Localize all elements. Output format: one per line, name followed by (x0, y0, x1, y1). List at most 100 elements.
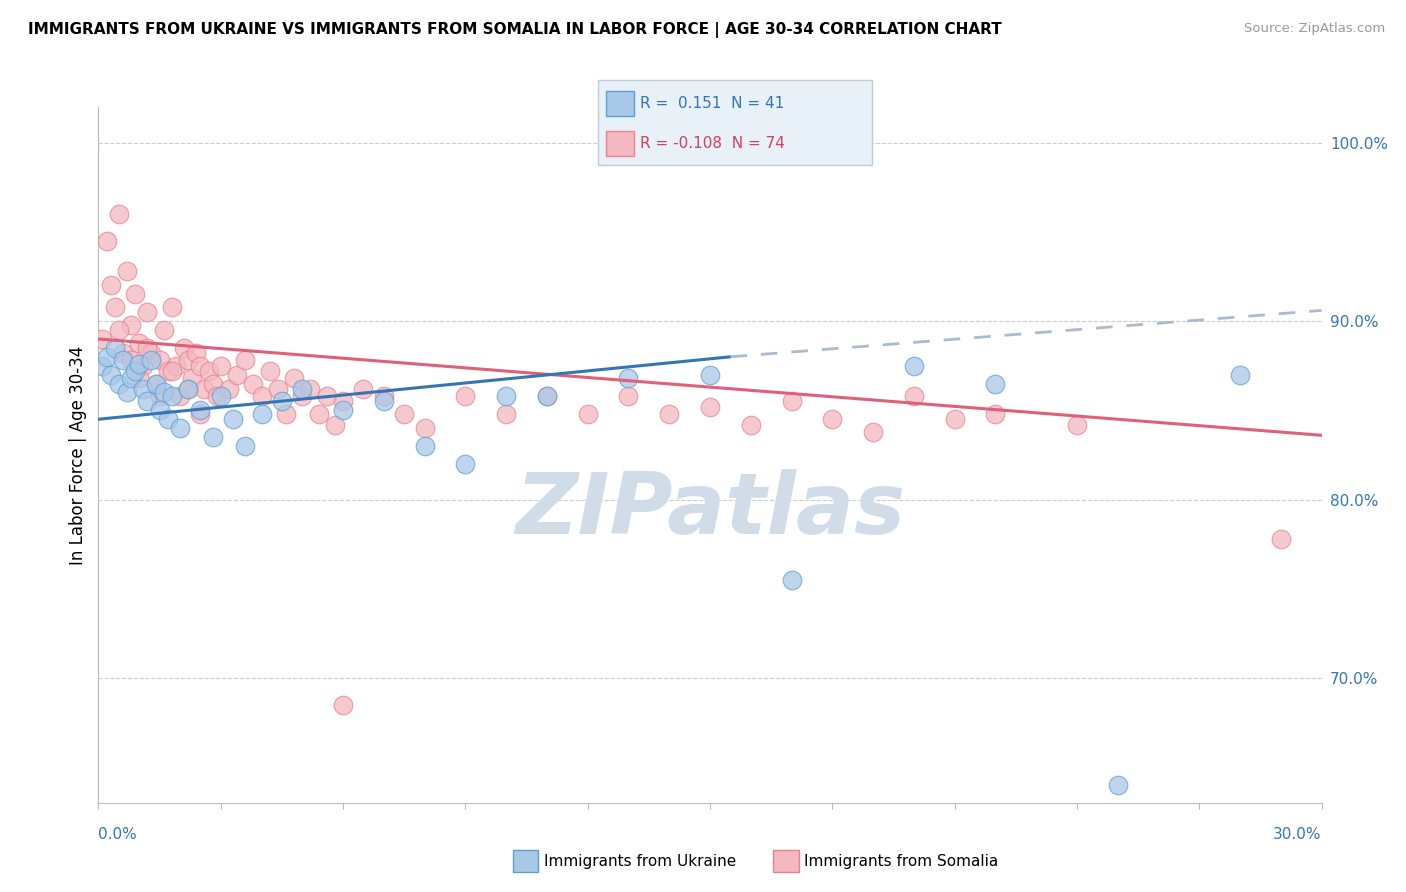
Point (943, 412, 966, 426)
Point (233, 439, 256, 453)
Point (156, 412, 179, 426)
Point (120, 318, 142, 332)
Point (209, 359, 232, 373)
Point (136, 305, 159, 319)
Y-axis label: In Labor Force | Age 30-34: In Labor Force | Age 30-34 (69, 345, 87, 565)
Point (233, 353, 256, 368)
Point (108, 207, 131, 221)
Point (250, 407, 273, 421)
Point (108, 376, 131, 391)
Point (454, 457, 477, 471)
Point (780, 394, 803, 409)
Text: ZIPatlas: ZIPatlas (515, 469, 905, 552)
Point (315, 389, 337, 403)
Point (323, 417, 346, 432)
Point (780, 573, 803, 587)
Point (193, 382, 215, 396)
Point (124, 287, 146, 301)
Point (149, 389, 172, 403)
Point (242, 376, 264, 391)
Point (128, 371, 150, 385)
Point (111, 353, 134, 368)
Point (291, 382, 314, 396)
Point (132, 382, 155, 396)
Point (250, 389, 273, 403)
Point (283, 371, 305, 385)
Point (413, 439, 436, 453)
Point (576, 407, 599, 421)
Point (100, 368, 122, 382)
Text: 0.0%: 0.0% (98, 827, 138, 841)
Point (136, 394, 159, 409)
Point (617, 389, 640, 403)
Point (160, 364, 183, 378)
Point (115, 264, 138, 278)
Point (259, 364, 281, 378)
Point (1107, 778, 1129, 792)
Point (699, 368, 721, 382)
Point (115, 385, 138, 400)
Point (91, 332, 114, 346)
Point (132, 359, 155, 373)
Point (177, 382, 200, 396)
Point (226, 368, 249, 382)
Point (308, 407, 330, 421)
Text: IMMIGRANTS FROM UKRAINE VS IMMIGRANTS FROM SOMALIA IN LABOR FORCE | AGE 30-34 CO: IMMIGRANTS FROM UKRAINE VS IMMIGRANTS FR… (28, 22, 1002, 38)
Point (205, 389, 228, 403)
Point (169, 389, 191, 403)
Point (267, 382, 290, 396)
Point (141, 346, 163, 360)
Point (145, 376, 167, 391)
Point (274, 407, 297, 421)
Text: Immigrants from Somalia: Immigrants from Somalia (804, 855, 998, 869)
Point (536, 389, 558, 403)
Point (128, 357, 150, 371)
Point (197, 364, 219, 378)
Point (136, 341, 159, 355)
Point (188, 407, 212, 421)
Point (120, 353, 142, 368)
Point (270, 394, 294, 409)
Point (124, 364, 146, 378)
Point (120, 371, 142, 385)
Point (111, 346, 134, 360)
Point (96, 350, 118, 364)
Point (903, 389, 925, 403)
Point (173, 341, 195, 355)
Point (1270, 532, 1292, 546)
Point (373, 389, 395, 403)
Point (188, 359, 212, 373)
Point (104, 300, 127, 314)
Point (862, 425, 884, 439)
Point (352, 382, 374, 396)
Point (169, 421, 191, 435)
Point (903, 359, 925, 373)
Text: Source: ZipAtlas.com: Source: ZipAtlas.com (1244, 22, 1385, 36)
Point (177, 382, 200, 396)
Point (332, 403, 354, 417)
Point (91, 359, 114, 373)
Point (332, 698, 354, 712)
Point (104, 341, 127, 355)
Point (291, 389, 314, 403)
Text: Immigrants from Ukraine: Immigrants from Ukraine (544, 855, 737, 869)
Point (332, 394, 354, 409)
Point (186, 346, 208, 360)
Point (617, 371, 640, 385)
Point (495, 407, 517, 421)
Point (160, 389, 183, 403)
Point (699, 400, 721, 414)
Text: R =  0.151  N = 41: R = 0.151 N = 41 (640, 96, 785, 111)
Point (145, 376, 167, 391)
Point (658, 407, 681, 421)
Point (149, 403, 172, 417)
Point (1066, 417, 1088, 432)
Point (536, 389, 558, 403)
Point (152, 385, 174, 400)
Point (454, 389, 477, 403)
Point (373, 394, 395, 409)
Point (222, 412, 245, 426)
Text: R = -0.108  N = 74: R = -0.108 N = 74 (640, 136, 785, 151)
Point (392, 407, 416, 421)
Point (160, 300, 183, 314)
